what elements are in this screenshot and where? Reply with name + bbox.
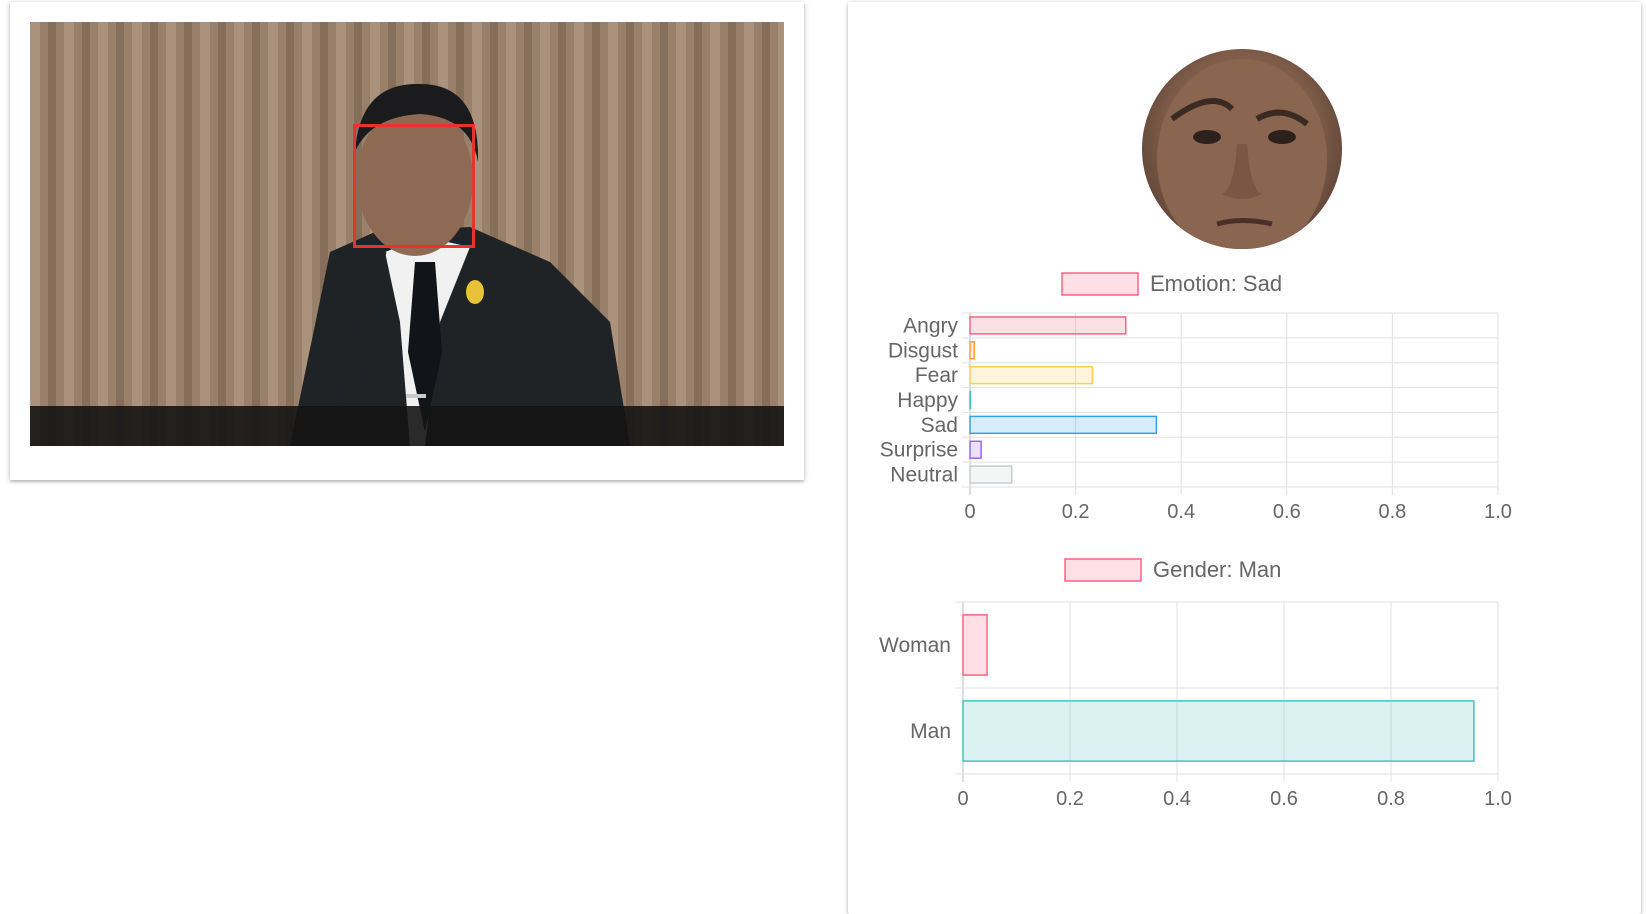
y-label-fear: Fear bbox=[915, 364, 958, 387]
chart-title: Emotion: Sad bbox=[1150, 271, 1282, 296]
result-card: Emotion: Sad 0 0.2 0.4 0.6 0.8 1.0 Angry Disgust… bbox=[848, 2, 1641, 914]
suit bbox=[290, 227, 630, 446]
face bbox=[357, 104, 473, 256]
y-label-neutral: Neutral bbox=[890, 464, 958, 487]
x-tick-label: 1.0 bbox=[1484, 788, 1512, 810]
tie bbox=[408, 262, 442, 432]
x-tick-label: 0.8 bbox=[1377, 788, 1405, 810]
y-label-sad: Sad bbox=[921, 414, 958, 437]
face-crop-avatar bbox=[1142, 49, 1342, 249]
bar-surprise bbox=[969, 440, 982, 459]
bar-sad bbox=[969, 415, 1158, 435]
y-label-angry: Angry bbox=[903, 314, 958, 337]
x-tick-label: 0.6 bbox=[1273, 501, 1301, 523]
y-label-woman: Woman bbox=[879, 634, 951, 657]
legend-swatch bbox=[1061, 272, 1139, 296]
bar-happy bbox=[969, 390, 972, 410]
desk-shadow bbox=[30, 406, 784, 446]
y-label-surprise: Surprise bbox=[880, 439, 958, 462]
bar-angry bbox=[969, 316, 1127, 335]
x-tick-label: 0.6 bbox=[1270, 788, 1298, 810]
lapel-pin bbox=[466, 280, 484, 304]
y-label-disgust: Disgust bbox=[888, 339, 958, 362]
photo-card bbox=[10, 2, 804, 480]
y-label-happy: Happy bbox=[897, 389, 958, 412]
x-tick-label: 0 bbox=[957, 788, 968, 810]
x-tick-label: 0 bbox=[964, 501, 975, 523]
photo-illustration bbox=[30, 22, 784, 446]
x-tick-label: 0.2 bbox=[1056, 788, 1084, 810]
bar-fear bbox=[969, 365, 1094, 385]
x-tick-label: 0.4 bbox=[1163, 788, 1191, 810]
emotion-chart: Emotion: Sad 0 0.2 0.4 0.6 0.8 1.0 AngryDisgust… bbox=[880, 271, 1512, 523]
bar-disgust bbox=[969, 341, 975, 360]
input-photo bbox=[30, 22, 784, 446]
x-tick-label: 1.0 bbox=[1484, 501, 1512, 523]
gender-chart: Gender: Man 0 0.2 0.4 0.6 0.8 1.0 Woman Man bbox=[879, 557, 1512, 810]
bar-man bbox=[962, 700, 1475, 762]
hair bbox=[355, 83, 479, 162]
bar-woman bbox=[962, 614, 988, 676]
y-label-man: Man bbox=[910, 720, 951, 743]
legend-swatch bbox=[1064, 558, 1142, 582]
x-tick-label: 0.8 bbox=[1378, 501, 1406, 523]
tie-clip bbox=[406, 394, 426, 398]
x-tick-label: 0.2 bbox=[1062, 501, 1090, 523]
face-detection-box bbox=[353, 124, 475, 248]
bar-neutral bbox=[969, 465, 1013, 484]
x-tick-label: 0.4 bbox=[1167, 501, 1195, 523]
chart-title: Gender: Man bbox=[1153, 557, 1281, 582]
face-crop-illustration bbox=[1157, 59, 1327, 249]
